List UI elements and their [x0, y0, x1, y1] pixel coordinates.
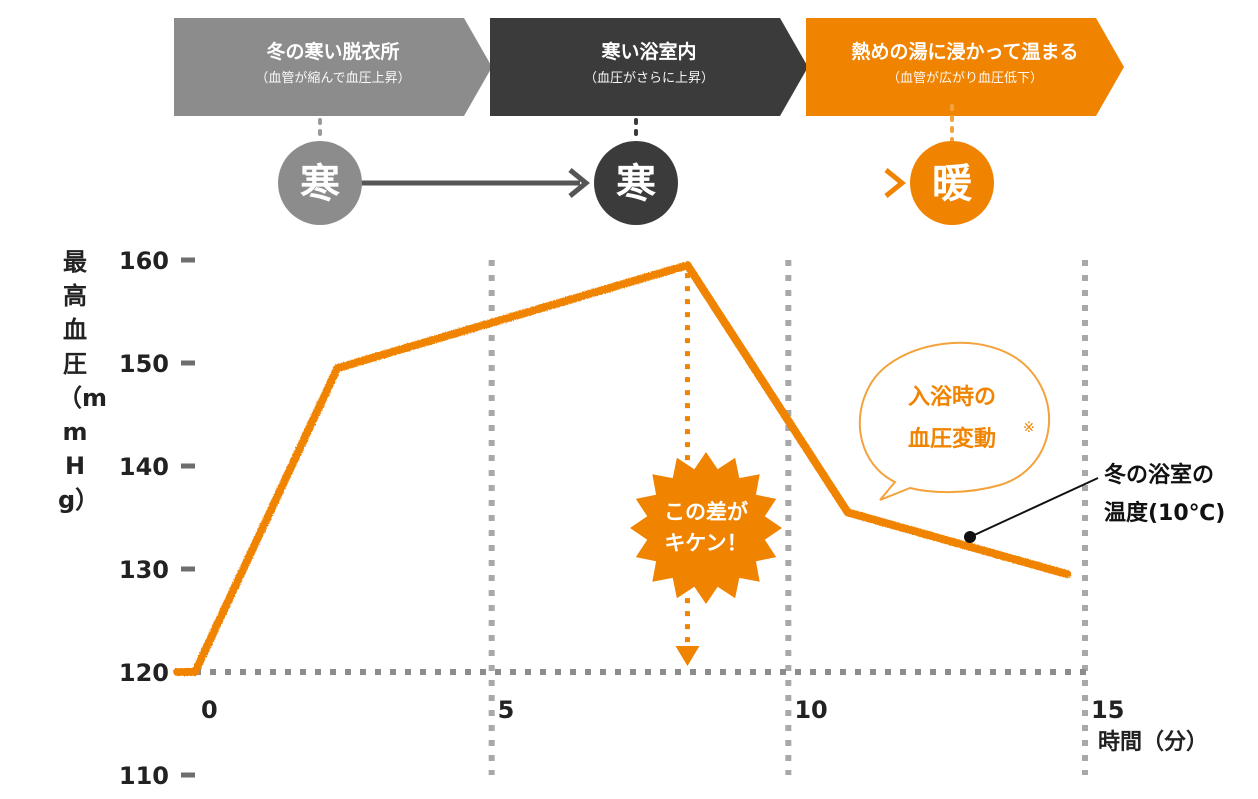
speech-bubble-line2: 血圧変動 [908, 426, 996, 452]
speech-bubble-line1: 入浴時の [908, 385, 996, 410]
temperature-callout: 冬の浴室の 温度(10℃) [964, 462, 1225, 543]
difference-arrow-head-icon [675, 646, 700, 666]
x-tick-label: 0 [201, 696, 218, 724]
callout-line2: 温度(10℃) [1104, 500, 1225, 526]
data-point [335, 366, 339, 370]
cold-badge-circle [278, 141, 362, 225]
callout-line1: 冬の浴室の [1104, 462, 1214, 488]
callout-dot [964, 531, 976, 543]
arrow-head-icon [884, 168, 906, 198]
stage-banner-changing-room: 冬の寒い脱衣所 （血管が縮んで血圧上昇） [174, 18, 492, 116]
y-tick-label: 120 [119, 659, 169, 687]
data-point [175, 670, 179, 674]
blood-pressure-line [173, 261, 1072, 676]
data-point [1065, 572, 1069, 576]
y-tick-label: 110 [119, 762, 169, 790]
series-lines [173, 261, 1072, 676]
speech-bubble-shape [858, 341, 1051, 501]
x-tick-label: 5 [498, 696, 515, 724]
warm-badge-circle [910, 141, 994, 225]
arrow-head-icon [568, 168, 590, 198]
y-tick-label: 160 [119, 247, 169, 275]
stage-banner-bathroom: 寒い浴室内 （血圧がさらに上昇） [490, 18, 808, 116]
warm-badge-label: 暖 [932, 161, 973, 207]
x-tick-label: 10 [794, 696, 827, 724]
stage-title: 熱めの湯に浸かって温まる [851, 41, 1079, 63]
stage-title: 冬の寒い脱衣所 [266, 41, 400, 63]
stage-note: （血圧がさらに上昇） [583, 71, 714, 86]
axes [175, 257, 1115, 778]
stage-note: （血管が縮んで血圧上昇） [255, 71, 411, 86]
stage-title: 寒い浴室内 [601, 41, 697, 63]
y-axis-title: 最高血圧（mmHg） [58, 248, 108, 514]
note-mark: ※ [1023, 420, 1035, 436]
data-point [846, 510, 850, 514]
burst-shape [630, 452, 782, 604]
y-tick-label: 140 [119, 453, 169, 481]
stage-banner-hot-bath: 熱めの湯に浸かって温まる （血管が広がり血圧低下） [806, 18, 1124, 116]
burst-line1: この差が [664, 500, 748, 524]
y-tick-label: 130 [119, 556, 169, 584]
danger-burst: この差が キケン！ [630, 452, 782, 604]
callout-leader [969, 477, 1099, 538]
cold-badge-label: 寒 [300, 161, 340, 207]
burst-line2: キケン！ [664, 531, 747, 555]
y-tick-label: 150 [119, 350, 169, 378]
stage-note: （血管が広がり血圧低下） [886, 71, 1043, 86]
x-axis-title: 時間（分） [1098, 730, 1209, 755]
data-point [193, 670, 197, 674]
speech-bubble: 入浴時の 血圧変動 ※ [858, 341, 1051, 501]
tick-labels: 110 120 130 140 150 160 0 5 10 15 [119, 247, 1125, 790]
cold-badge-label: 寒 [616, 161, 656, 207]
cold-badge-circle [594, 141, 678, 225]
data-point [685, 263, 689, 267]
x-tick-label: 15 [1091, 696, 1124, 724]
grid-lines [195, 260, 1095, 775]
